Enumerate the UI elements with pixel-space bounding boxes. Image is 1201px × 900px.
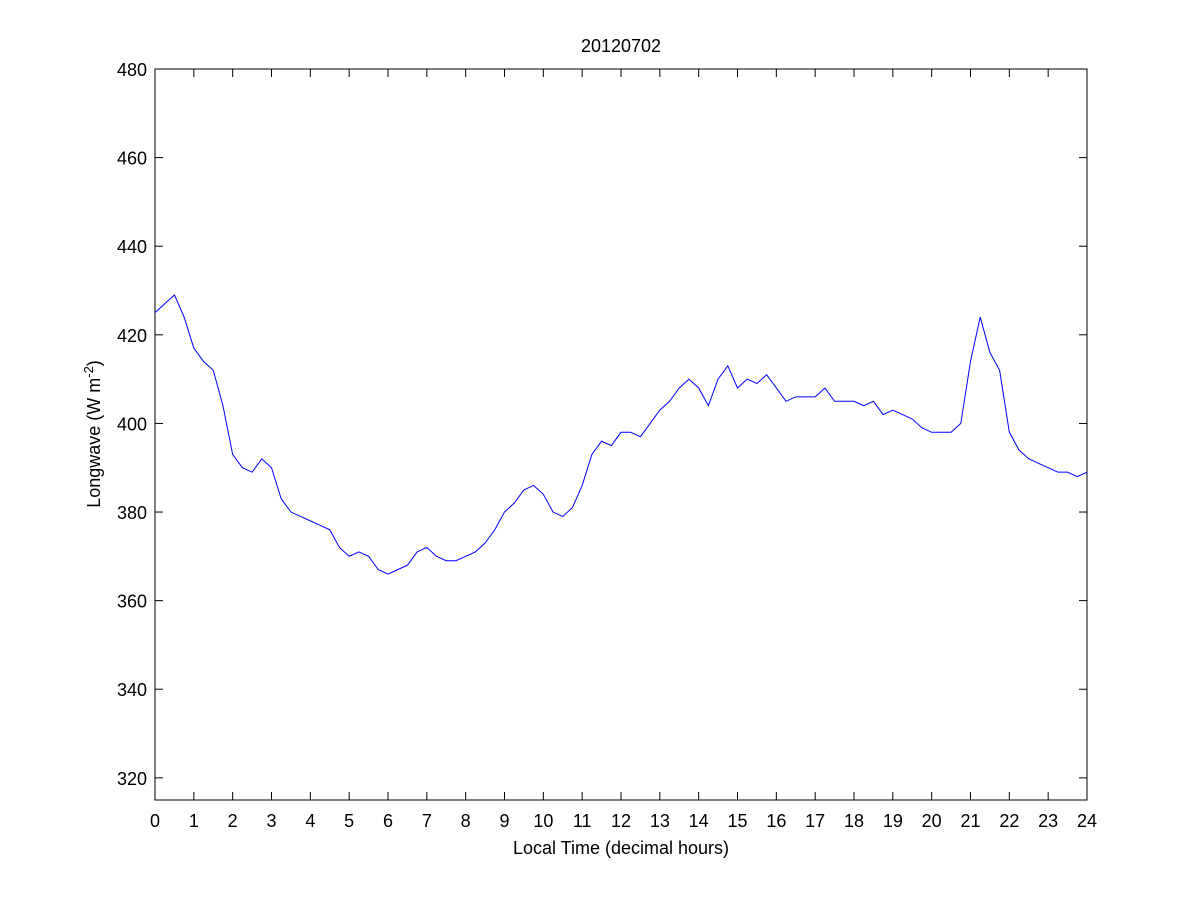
y-tick-label: 380 [117,503,147,523]
x-tick-label: 8 [461,811,471,831]
y-tick-label: 420 [117,326,147,346]
x-tick-label: 1 [189,811,199,831]
x-tick-label: 24 [1077,811,1097,831]
x-tick-label: 2 [228,811,238,831]
y-tick-label: 400 [117,414,147,434]
x-tick-label: 5 [344,811,354,831]
x-tick-label: 18 [844,811,864,831]
x-tick-label: 0 [150,811,160,831]
x-tick-label: 16 [766,811,786,831]
x-tick-label: 17 [805,811,825,831]
x-tick-label: 22 [999,811,1019,831]
x-tick-label: 6 [383,811,393,831]
y-tick-label: 320 [117,769,147,789]
y-label-end: ) [84,360,104,366]
y-label-text: Longwave (W m [84,378,104,508]
x-tick-label: 21 [960,811,980,831]
y-tick-label: 480 [117,60,147,80]
x-tick-label: 23 [1038,811,1058,831]
y-tick-label: 340 [117,680,147,700]
y-tick-label: 460 [117,149,147,169]
chart-title: 20120702 [581,36,661,56]
x-tick-label: 19 [883,811,903,831]
y-tick-label: 440 [117,237,147,257]
x-tick-label: 10 [533,811,553,831]
data-line [154,294,1088,575]
x-tick-label: 13 [650,811,670,831]
x-tick-label: 4 [305,811,315,831]
x-tick-label: 20 [922,811,942,831]
y-axis-label: Longwave (W m-2) [81,360,104,508]
x-tick-label: 11 [573,811,592,831]
y-tick-label: 360 [117,592,147,612]
x-axis-label: Local Time (decimal hours) [513,838,729,858]
x-tick-label: 9 [499,811,509,831]
y-label-sup: -2 [81,366,96,378]
x-tick-label: 14 [689,811,709,831]
x-tick-label: 12 [611,811,631,831]
x-tick-label: 3 [266,811,276,831]
x-tick-label: 15 [727,811,747,831]
x-tick-label: 7 [422,811,432,831]
